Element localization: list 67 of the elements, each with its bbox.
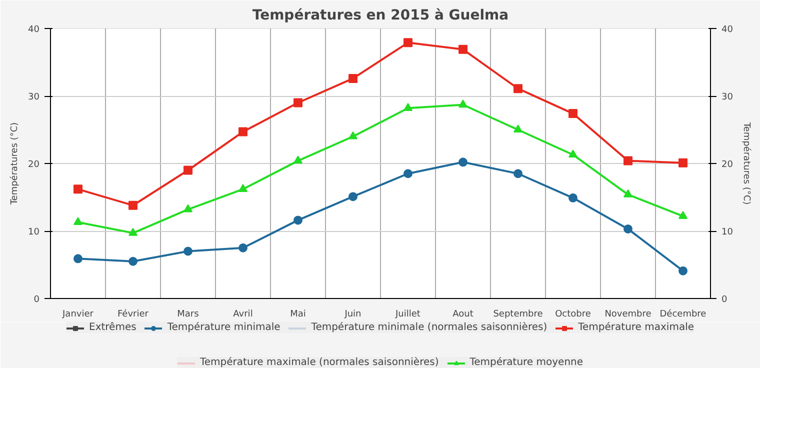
point (294, 216, 302, 225)
point (514, 169, 522, 178)
y2-tick-label: 0 (722, 295, 728, 305)
point (404, 103, 412, 111)
point (348, 74, 358, 83)
y2-tick-label: 30 (722, 92, 734, 102)
y2-axis-title: Températures (°C) (740, 121, 752, 205)
point (678, 211, 688, 219)
x-tick-label: Janvier (62, 310, 94, 320)
point (184, 246, 192, 256)
point (624, 189, 632, 198)
point (458, 100, 468, 108)
y-tick-label: 20 (28, 160, 40, 170)
x-tick-label: Novembre (604, 310, 652, 320)
point (348, 131, 358, 140)
x-tick-label: Mai (290, 310, 306, 320)
y2-tick-label: 20 (722, 160, 734, 170)
point (514, 124, 522, 133)
x-tick-label: Avril (233, 310, 253, 320)
point (348, 192, 358, 202)
x-tick-label: Février (118, 308, 149, 320)
x-tick-label: Septembre (493, 310, 544, 320)
point (568, 109, 578, 118)
legend-label: Température minimale (normales saisonnières) (311, 322, 548, 333)
x-tick-label: Mars (177, 310, 200, 320)
x-tick-label: Aout (452, 310, 474, 320)
point (128, 200, 138, 210)
point (238, 127, 248, 136)
point (678, 158, 688, 168)
point (184, 166, 192, 175)
x-tick-label: Juillet (394, 310, 421, 320)
point (678, 266, 688, 276)
point (458, 44, 468, 54)
y-tick-label: 0 (34, 295, 40, 305)
point (238, 243, 248, 252)
x-tick-label: Octobre (555, 310, 592, 320)
x-tick-label: Décembre (660, 308, 707, 320)
y2-tick-label: 40 (722, 25, 734, 35)
point (568, 150, 578, 158)
point (624, 156, 632, 166)
legend-label: Extrêmes (89, 322, 136, 333)
point (294, 98, 302, 108)
point (404, 169, 412, 178)
legend-label: Température moyenne (470, 357, 584, 368)
legend-label: Température minimale (167, 322, 280, 333)
chart-title: Températures en 2015 à Guelma (252, 8, 509, 24)
point (128, 228, 138, 236)
y2-tick-label: 10 (722, 228, 734, 238)
point (184, 204, 192, 212)
legend-label: Température maximale (normales saisonnières) (200, 357, 439, 368)
point (404, 38, 412, 48)
point (458, 158, 468, 167)
point (74, 217, 82, 226)
y-tick-label: 10 (28, 228, 40, 238)
y-tick-label: 40 (28, 25, 40, 35)
point (74, 184, 82, 194)
x-tick-label: Juin (344, 310, 362, 320)
point (624, 224, 632, 234)
point (568, 193, 578, 202)
legend-label: Température maximale (578, 322, 694, 333)
y-tick-label: 30 (28, 92, 40, 102)
point (74, 254, 82, 264)
point (238, 184, 248, 192)
point (514, 84, 522, 94)
y-axis-title: Températures (°C) (9, 122, 20, 206)
point (294, 156, 302, 164)
point (128, 256, 138, 266)
